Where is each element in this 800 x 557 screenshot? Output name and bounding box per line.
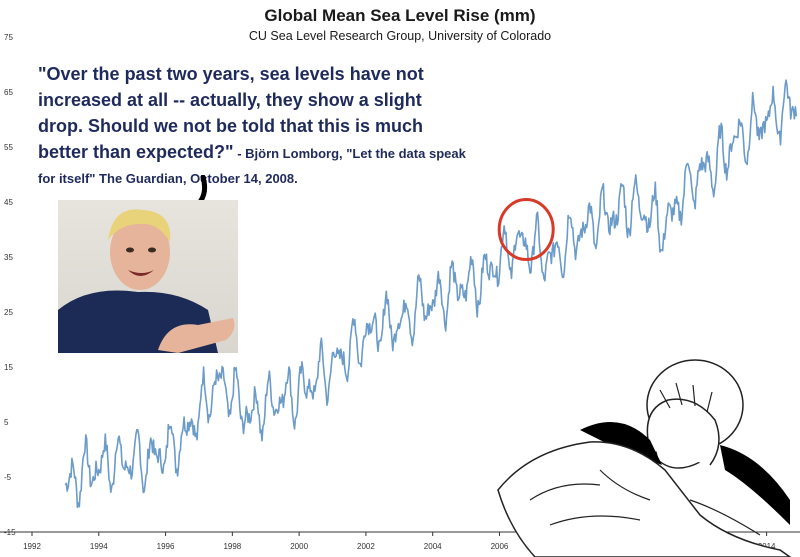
y-tick-labels: -15 -5 5 15 25 35 45 55 65 75 [4, 33, 16, 537]
y-tick-label: -5 [4, 473, 12, 482]
y-tick-label: 25 [4, 308, 13, 317]
x-tick-label: 1992 [23, 542, 41, 551]
facepalm-drawing [497, 359, 792, 557]
y-tick-label: 55 [4, 143, 13, 152]
x-tick-label: 2004 [424, 542, 442, 551]
annotation-layer [497, 198, 555, 261]
quote-block: "Over the past two years, sea levels hav… [38, 62, 468, 191]
x-tick-label: 2002 [357, 542, 375, 551]
x-tick-label: 1996 [157, 542, 175, 551]
y-tick-label: 15 [4, 363, 13, 372]
person-illustration [58, 209, 235, 353]
x-tick-label: 2000 [290, 542, 308, 551]
quote-attribution: - Björn Lomborg, "Let the data speak for… [38, 146, 466, 186]
y-tick-label: 5 [4, 418, 9, 427]
chart-subtitle: CU Sea Level Research Group, University … [248, 29, 552, 43]
lomborg-photo [58, 200, 238, 353]
x-tick-label: 1998 [223, 542, 241, 551]
series-layer [64, 79, 798, 509]
chart-title: Global Mean Sea Level Rise (mm) [264, 6, 536, 25]
quote-text: "Over the past two years, sea levels hav… [38, 64, 424, 162]
y-tick-label: 75 [4, 33, 13, 42]
y-tick-label: -15 [4, 528, 16, 537]
sea-level-series-line [64, 79, 798, 509]
x-tick-label: 1994 [90, 542, 108, 551]
x-tick-label: 2006 [491, 542, 509, 551]
y-tick-label: 65 [4, 88, 13, 97]
highlight-circle [497, 198, 555, 261]
y-tick-label: 35 [4, 253, 13, 262]
y-tick-label: 45 [4, 198, 13, 207]
